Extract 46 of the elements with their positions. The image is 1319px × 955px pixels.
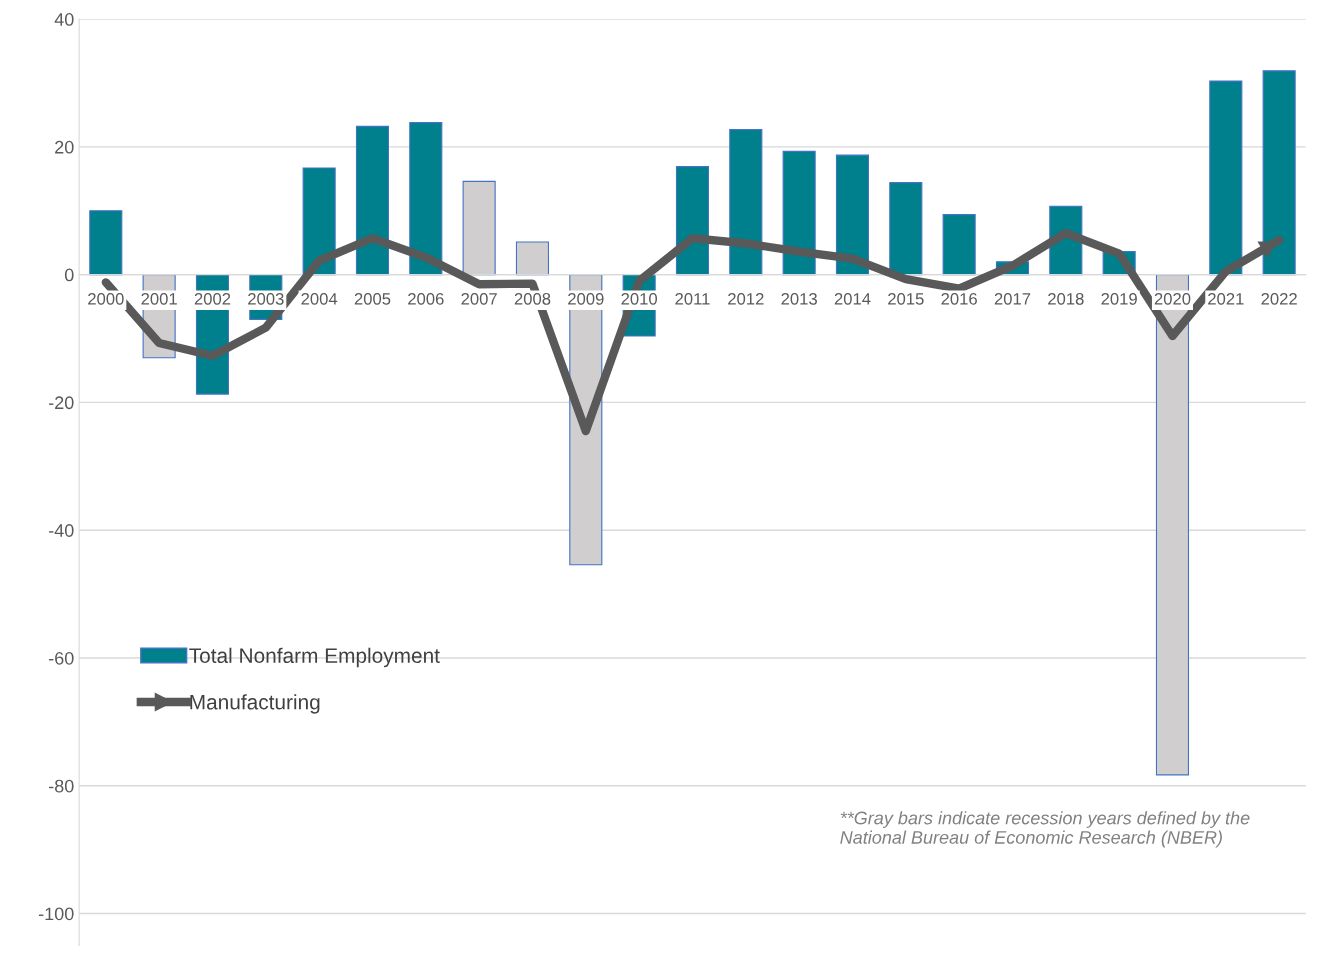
y-tick-label: -80 [48, 779, 74, 793]
x-tick-label: 2013 [781, 292, 817, 305]
x-tick-label: 2018 [1048, 292, 1084, 305]
x-tick-label: 2002 [194, 292, 231, 305]
x-tick-label: 2016 [941, 292, 977, 305]
x-tick-label: 2022 [1261, 292, 1297, 305]
x-tick-label: 2019 [1101, 292, 1137, 305]
x-tick-label: 2005 [354, 292, 391, 305]
y-tick-label: 40 [54, 13, 74, 26]
bar [729, 129, 763, 276]
bar [89, 210, 123, 276]
x-tick-label: 2011 [675, 292, 710, 305]
x-tick-label: 2012 [728, 292, 764, 305]
y-tick-label: 0 [64, 268, 74, 282]
x-tick-label: 2001 [141, 292, 177, 305]
bar [1209, 80, 1243, 276]
legend-label: Total Nonfarm Employment [189, 647, 440, 668]
x-tick-label: 2006 [408, 292, 444, 305]
annotation: **Gray bars indicate recession years defined by the National Bureau of Economic Research (NBER) [840, 811, 1250, 848]
y-tick-label: 20 [55, 140, 74, 154]
bar [675, 166, 710, 276]
bar [1262, 70, 1296, 276]
bar [782, 150, 816, 276]
bar [889, 182, 923, 276]
x-tick-label: 2008 [514, 292, 551, 305]
x-tick-label: 2007 [461, 292, 497, 305]
x-tick-label: 2021 [1208, 292, 1244, 305]
bar [355, 125, 390, 276]
x-tick-label: 2000 [88, 292, 124, 305]
bar [302, 167, 336, 276]
bar [835, 154, 870, 276]
y-tick-label: -100 [38, 907, 74, 921]
x-tick-label: 2020 [1154, 292, 1191, 305]
x-tick-label: 2004 [301, 292, 338, 305]
y-tick-label: -40 [48, 524, 74, 537]
bar [409, 122, 443, 276]
y-tick-label: -60 [48, 651, 74, 665]
x-tick-label: 2014 [834, 292, 871, 305]
x-tick-label: 2003 [248, 292, 284, 305]
y-tick-label: -20 [48, 396, 74, 410]
bar [942, 214, 976, 276]
x-tick-label: 2010 [621, 292, 658, 305]
x-tick-label: 2015 [888, 292, 924, 305]
x-tick-label: 2017 [994, 292, 1031, 305]
x-tick-label: 2009 [568, 292, 604, 305]
legend-label: Manufacturing [190, 694, 320, 714]
